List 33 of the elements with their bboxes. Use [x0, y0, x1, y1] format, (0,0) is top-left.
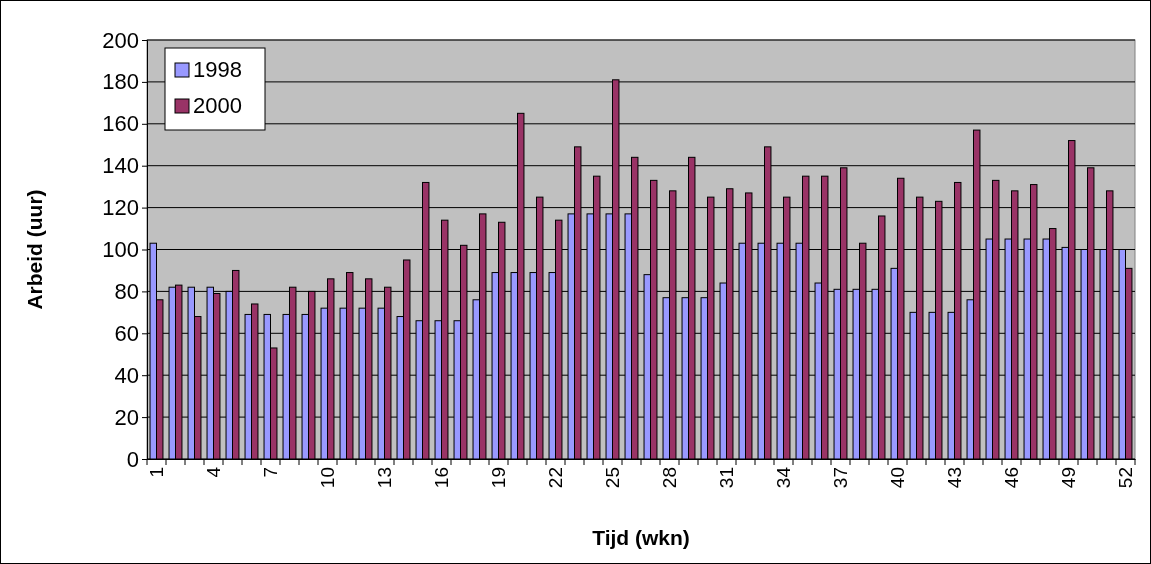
- x-tick-label: 4: [203, 466, 225, 478]
- x-tick-label: 7: [260, 467, 282, 478]
- legend-label: 2000: [193, 93, 242, 118]
- x-axis-title: Tijd (wkn): [592, 526, 690, 549]
- x-tick-label: 25: [602, 467, 624, 489]
- x-tick-label: 16: [431, 467, 453, 489]
- y-tick-label: 200: [102, 27, 139, 53]
- x-tick-label: 37: [830, 467, 852, 489]
- x-tick-label: 19: [488, 467, 510, 489]
- y-tick-label: 0: [126, 446, 139, 472]
- x-tick-label: 40: [887, 467, 909, 489]
- x-tick-label: 52: [1115, 467, 1137, 489]
- y-tick-label: 140: [102, 153, 139, 179]
- y-tick-label: 40: [114, 362, 139, 388]
- y-axis-title: Arbeid (uur): [23, 189, 46, 310]
- x-tick-label: 46: [1001, 467, 1023, 489]
- y-tick-label: 120: [102, 195, 139, 221]
- y-tick-label: 80: [114, 278, 139, 304]
- x-tick-label: 1: [146, 467, 168, 478]
- y-tick-label: 180: [102, 69, 139, 95]
- x-tick-label: 31: [716, 467, 738, 489]
- legend-label: 1998: [193, 57, 242, 82]
- x-tick-label: 13: [374, 467, 396, 489]
- x-tick-label: 34: [773, 466, 795, 489]
- x-tick-label: 28: [659, 467, 681, 489]
- y-tick-label: 60: [114, 320, 139, 346]
- y-tick-label: 160: [102, 111, 139, 137]
- y-tick-label: 20: [114, 404, 139, 430]
- x-tick-label: 49: [1058, 467, 1080, 489]
- x-tick-label: 43: [944, 467, 966, 489]
- x-tick-label: 10: [317, 467, 339, 489]
- y-tick-label: 100: [102, 237, 139, 263]
- x-tick-label: 22: [545, 467, 567, 489]
